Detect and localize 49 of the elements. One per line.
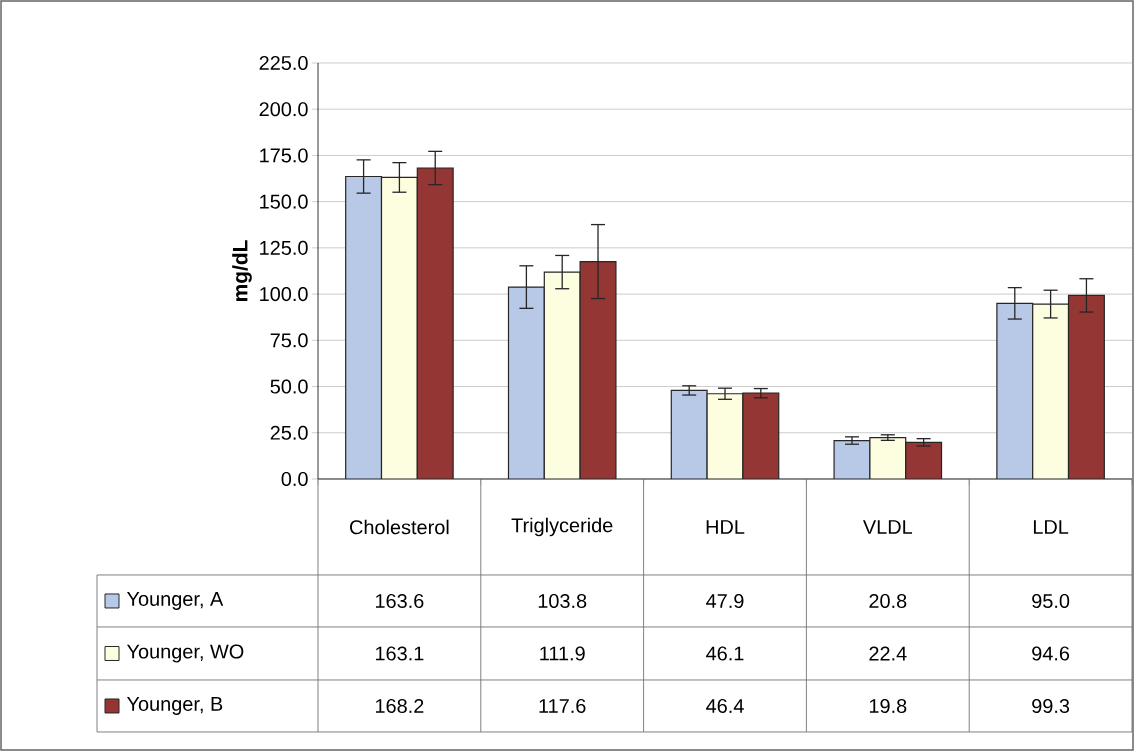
bar <box>1067 294 1105 479</box>
legend-label: Younger, WO <box>126 644 244 663</box>
y-tick-label: 50.0 <box>270 379 308 394</box>
data-label: 20.8 <box>869 593 907 609</box>
bar <box>416 167 454 479</box>
bar <box>380 176 418 479</box>
bar <box>742 392 780 479</box>
bar <box>507 286 545 479</box>
data-label: 99.3 <box>1032 698 1070 714</box>
data-label: 22.4 <box>869 646 907 661</box>
y-tick-label: 0.0 <box>281 471 308 487</box>
y-tick-label: 75.0 <box>270 333 308 348</box>
data-label: 163.1 <box>375 646 424 661</box>
y-tick-label: 200.0 <box>259 102 308 117</box>
y-tick-label: 25.0 <box>270 425 308 440</box>
x-tick-label: Cholesterol <box>350 519 449 535</box>
data-label: 46.1 <box>706 646 744 661</box>
bar <box>1032 303 1070 479</box>
bar <box>905 441 943 479</box>
y-tick-label: 150.0 <box>260 194 308 209</box>
data-label: 47.9 <box>706 593 744 609</box>
data-label: 117.6 <box>539 698 586 714</box>
bar <box>579 260 617 479</box>
bar <box>706 393 744 479</box>
x-tick-label: HDL <box>706 520 745 534</box>
y-axis-title: mg/dL <box>232 240 252 301</box>
bar <box>670 389 708 479</box>
data-label: 95.0 <box>1032 593 1070 609</box>
y-tick-label: 175.0 <box>260 148 308 163</box>
bar <box>833 439 871 479</box>
y-tick-label: 125.0 <box>260 240 308 255</box>
data-label: 163.6 <box>375 593 424 609</box>
data-label: 111.9 <box>540 646 585 661</box>
x-tick-label: VLDL <box>862 520 913 534</box>
data-label: 19.8 <box>869 698 907 714</box>
y-tick-label: 225.0 <box>259 55 308 71</box>
legend-label: Younger, A <box>126 592 224 610</box>
bar <box>543 271 581 479</box>
x-tick-label: LDL <box>1033 520 1069 534</box>
data-label: 103.8 <box>538 593 587 609</box>
y-tick-label: 100.0 <box>260 287 308 302</box>
bar <box>345 175 383 479</box>
bar <box>869 436 907 479</box>
data-label: 46.4 <box>706 698 744 714</box>
x-tick-label: Triglyceride <box>511 517 613 537</box>
data-label: 168.2 <box>375 698 424 714</box>
data-label: 94.6 <box>1032 646 1070 661</box>
bar <box>996 302 1034 479</box>
legend-label: Younger, B <box>126 697 223 715</box>
